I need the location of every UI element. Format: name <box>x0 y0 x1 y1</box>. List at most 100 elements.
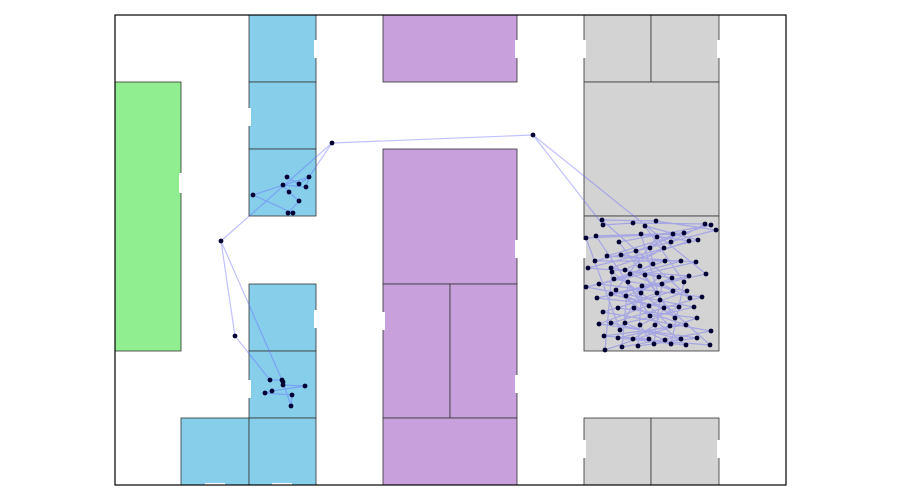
visit-point <box>707 342 713 348</box>
visit-point <box>650 261 656 267</box>
visit-point <box>647 313 653 319</box>
visit-point <box>608 265 614 271</box>
doorway-gap <box>314 40 318 58</box>
room-purple-3 <box>449 283 518 419</box>
trajectory-layer <box>220 134 717 407</box>
visit-point <box>656 274 662 280</box>
doorway-gap <box>582 240 586 258</box>
visit-point <box>303 184 309 190</box>
visit-point <box>672 315 678 321</box>
visit-point <box>653 218 659 224</box>
visit-point <box>600 309 606 315</box>
visit-point <box>616 239 622 245</box>
room-blue-5 <box>180 417 250 486</box>
room-purple-1 <box>382 148 518 285</box>
visit-point <box>596 281 602 287</box>
visit-point <box>296 181 302 187</box>
visit-point <box>613 287 619 293</box>
visit-point <box>647 245 653 251</box>
visit-point <box>630 336 636 342</box>
visit-point <box>609 269 615 275</box>
visit-point <box>611 276 617 282</box>
visit-point <box>290 210 296 216</box>
visit-point <box>652 322 658 328</box>
doorway-gap <box>381 312 385 330</box>
visit-point <box>284 174 290 180</box>
doorway-gap <box>717 440 721 458</box>
visit-point <box>681 230 687 236</box>
room-blue-6 <box>248 417 317 486</box>
visit-point <box>633 248 639 254</box>
room-gray-0 <box>583 14 652 83</box>
visit-point <box>678 258 684 264</box>
visit-point <box>686 273 692 279</box>
visit-point <box>596 321 602 327</box>
visit-point <box>631 305 637 311</box>
visit-point <box>286 189 292 195</box>
visit-point <box>600 222 606 228</box>
visit-point <box>594 295 600 301</box>
visit-point <box>703 271 709 277</box>
visit-point <box>280 379 286 385</box>
visit-point <box>642 223 648 229</box>
visit-point <box>639 283 645 289</box>
visit-point <box>604 253 610 259</box>
visit-point <box>288 403 294 409</box>
map-boundary <box>114 14 787 486</box>
visit-point <box>615 305 621 311</box>
visit-point <box>262 390 268 396</box>
visit-point <box>702 221 708 227</box>
room-blue-0 <box>248 14 317 83</box>
visit-point <box>661 305 667 311</box>
room-purple-4 <box>382 417 518 486</box>
visit-point <box>693 259 699 265</box>
visit-point <box>687 295 693 301</box>
visit-point <box>661 245 667 251</box>
visit-point <box>583 235 589 241</box>
doorway-gap <box>179 173 183 193</box>
room-blue-3 <box>248 283 317 352</box>
visit-point <box>713 227 719 233</box>
visit-point <box>691 304 697 310</box>
visit-point <box>676 304 682 310</box>
visit-point <box>625 279 631 285</box>
visit-point <box>329 140 335 146</box>
visit-point <box>694 315 700 321</box>
visit-point <box>250 192 256 198</box>
room-gray-1 <box>650 14 720 83</box>
visit-point <box>269 388 275 394</box>
room-purple-0 <box>382 14 518 83</box>
visit-point <box>583 284 589 290</box>
visit-point <box>285 210 291 216</box>
visit-point <box>601 333 607 339</box>
visit-point <box>615 335 621 341</box>
doorway-gap <box>515 240 519 258</box>
visit-point <box>694 335 700 341</box>
visit-point <box>267 377 273 383</box>
visit-point <box>646 303 652 309</box>
visit-point <box>280 182 286 188</box>
visit-point <box>669 275 675 281</box>
visit-point <box>618 252 624 258</box>
visit-point <box>683 322 689 328</box>
visit-point <box>218 238 224 244</box>
visit-point <box>708 328 714 334</box>
room-blue-2 <box>248 148 317 217</box>
visit-point <box>623 293 629 299</box>
visit-point <box>695 237 701 243</box>
visit-point <box>306 174 312 180</box>
doorway-gap <box>515 40 519 58</box>
room-green-0 <box>114 81 182 352</box>
visit-point <box>637 322 643 328</box>
visit-point <box>670 288 676 294</box>
visit-point <box>654 234 660 240</box>
visit-point <box>681 279 687 285</box>
visit-point <box>622 320 628 326</box>
visit-point <box>635 343 641 349</box>
doorway-gap <box>247 380 251 398</box>
visit-point <box>637 263 643 269</box>
visit-point <box>619 344 625 350</box>
visit-point <box>683 342 689 348</box>
visit-point <box>659 281 665 287</box>
visit-points-layer <box>218 132 719 409</box>
